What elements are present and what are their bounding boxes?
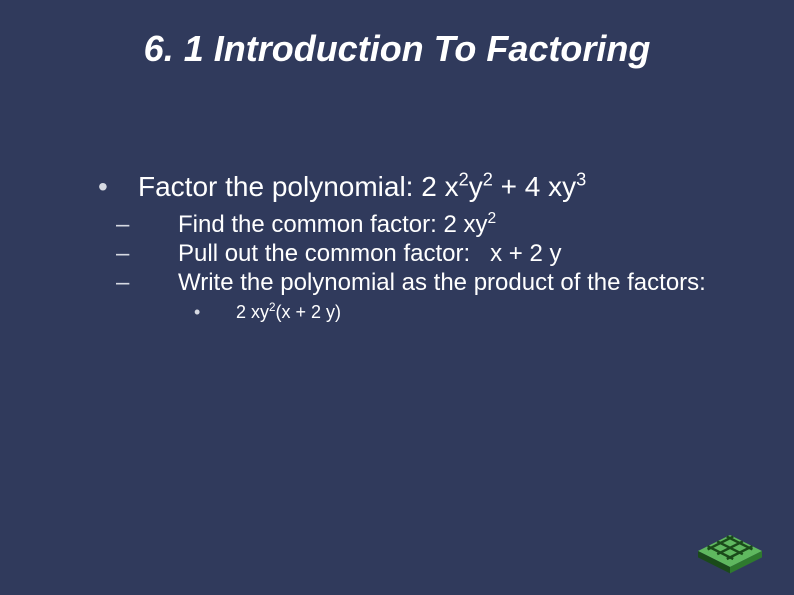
bullet-dot-icon: • [194, 301, 236, 323]
slide-content: • Factor the polynomial: 2 x2y2 + 4 xy3 … [98, 170, 718, 323]
bullet-level2: – Pull out the common factor: x + 2 y [98, 239, 718, 268]
bullet-level1: • Factor the polynomial: 2 x2y2 + 4 xy3 [98, 170, 718, 204]
l3-text-a: 2 xy2(x + 2 y) [236, 301, 341, 323]
bullet-dot-icon: • [98, 170, 138, 204]
bullet-dash-icon: – [106, 239, 178, 268]
bullet-dash-icon: – [106, 210, 178, 239]
bullet-level3: • 2 xy2(x + 2 y) [98, 301, 718, 323]
l2-text-b: Pull out the common factor: x + 2 y [178, 239, 718, 268]
bullet-level2: – Find the common factor: 2 xy2 [98, 210, 718, 239]
l2-text-c: Write the polynomial as the product of t… [178, 268, 718, 297]
slide-title: 6. 1 Introduction To Factoring [0, 28, 794, 70]
l2-text-a: Find the common factor: 2 xy2 [178, 210, 718, 239]
bullet-level2: – Write the polynomial as the product of… [98, 268, 718, 297]
bullet-dash-icon: – [106, 268, 178, 297]
l1-text: Factor the polynomial: 2 x2y2 + 4 xy3 [138, 170, 586, 204]
maze-icon [690, 511, 770, 575]
